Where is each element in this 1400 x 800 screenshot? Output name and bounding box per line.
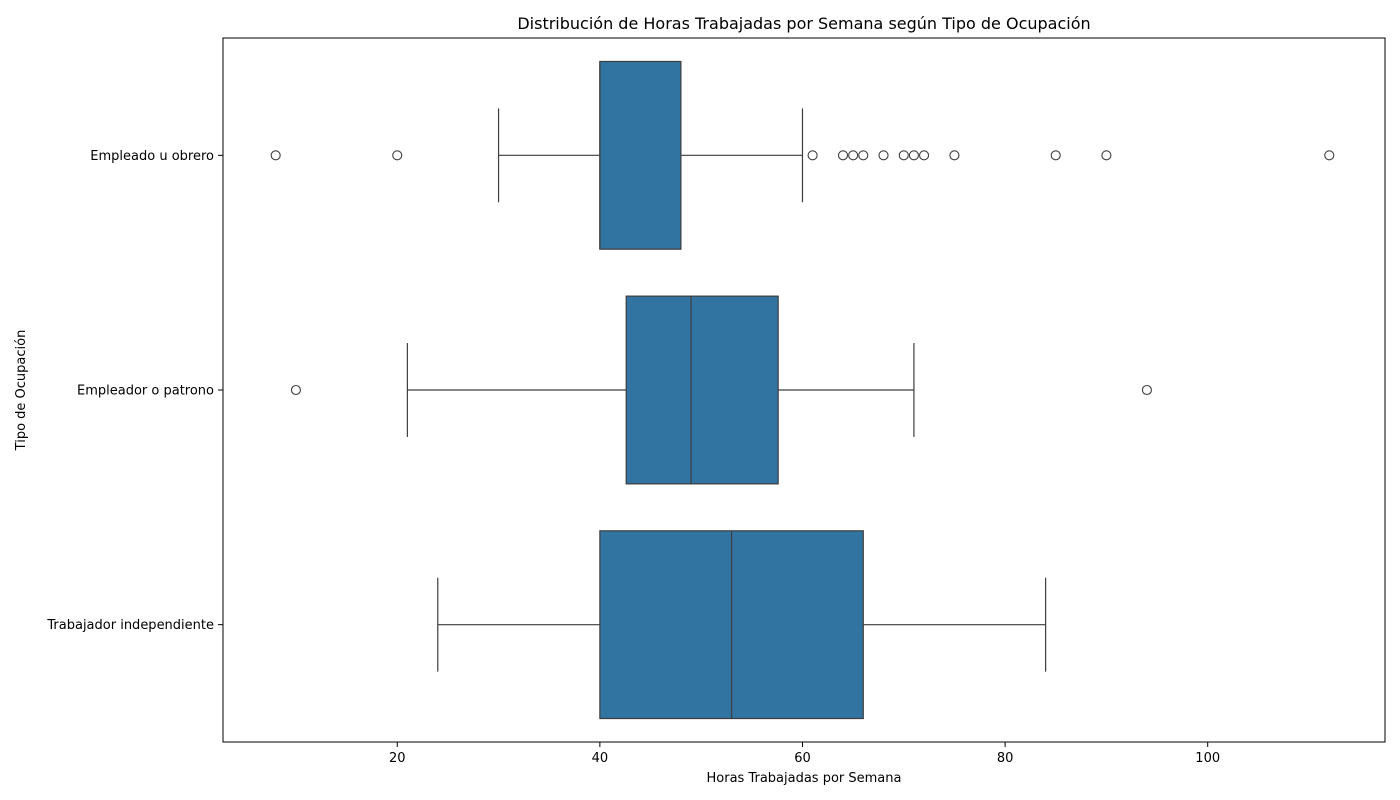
y-tick-label: Empleador o patrono bbox=[77, 384, 214, 399]
box-group-1 bbox=[290, 295, 1152, 485]
x-tick-label: 80 bbox=[997, 751, 1014, 766]
outlier-point bbox=[908, 150, 919, 161]
outlier-point bbox=[949, 150, 960, 161]
outlier-point bbox=[270, 150, 281, 161]
outlier-point bbox=[1101, 150, 1112, 161]
x-axis-label: Horas Trabajadas por Semana bbox=[707, 771, 902, 786]
outlier-point bbox=[878, 150, 889, 161]
outlier-point bbox=[1324, 150, 1335, 161]
outlier-point bbox=[898, 150, 909, 161]
chart-title: Distribución de Horas Trabajadas por Sem… bbox=[517, 14, 1090, 33]
x-tick-label: 20 bbox=[389, 751, 406, 766]
x-axis: 20 40 60 80 100 bbox=[389, 742, 1220, 766]
outlier-point bbox=[1050, 150, 1061, 161]
outlier-point bbox=[848, 150, 859, 161]
box-group-2 bbox=[437, 530, 1047, 720]
iqr-box bbox=[625, 295, 779, 485]
outlier-point bbox=[918, 150, 930, 161]
x-tick-label: 100 bbox=[1195, 751, 1220, 766]
y-tick-label: Trabajador independiente bbox=[46, 618, 214, 633]
y-tick-label: Empleado u obrero bbox=[90, 149, 214, 164]
y-axis: Empleado u obrero Empleador o patrono Trab… bbox=[46, 149, 223, 633]
x-tick-label: 40 bbox=[592, 751, 609, 766]
plot-area bbox=[270, 60, 1335, 720]
outlier-point bbox=[290, 384, 301, 396]
x-tick-label: 60 bbox=[794, 751, 811, 766]
outlier-point bbox=[392, 150, 403, 161]
outlier-point bbox=[858, 150, 869, 161]
outlier-point bbox=[807, 150, 818, 161]
y-axis-label: Tipo de Ocupación bbox=[14, 330, 29, 452]
outlier-point bbox=[1141, 384, 1152, 396]
outlier-point bbox=[837, 150, 849, 161]
iqr-box bbox=[599, 60, 682, 250]
box-group-0 bbox=[270, 60, 1335, 250]
